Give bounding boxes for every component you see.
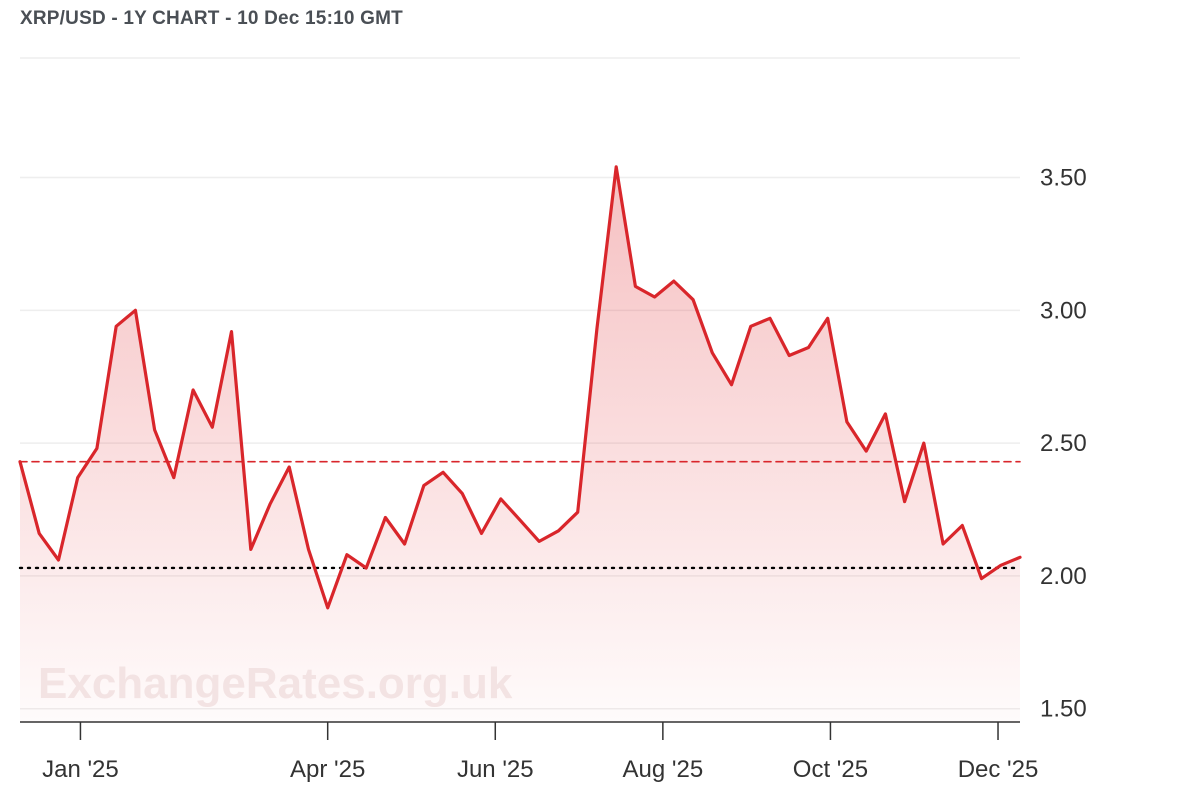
x-axis <box>20 721 1020 740</box>
y-tick-label: 3.00 <box>1040 297 1087 324</box>
chart-title: XRP/USD - 1Y CHART - 10 Dec 15:10 GMT <box>20 8 403 29</box>
y-tick-label: 1.50 <box>1040 696 1087 723</box>
watermark-text: ExchangeRates.org.uk <box>38 659 513 708</box>
x-tick-label: Jun '25 <box>457 756 534 783</box>
x-tick-label: Aug '25 <box>623 756 704 783</box>
y-tick-label: 3.50 <box>1040 165 1087 192</box>
y-tick-label: 2.00 <box>1040 563 1087 590</box>
x-tick-label: Oct '25 <box>793 756 868 783</box>
x-tick-label: Jan '25 <box>42 756 119 783</box>
price-area-fill <box>20 166 1020 722</box>
y-tick-label: 2.50 <box>1040 430 1087 457</box>
x-tick-label: Apr '25 <box>290 756 365 783</box>
x-tick-label: Dec '25 <box>958 756 1039 783</box>
y-axis-labels: 1.50 2.00 2.50 3.00 3.50 <box>1040 165 1087 723</box>
x-axis-labels: Jan '25 Apr '25 Jun '25 Aug '25 Oct '25 Dec '… <box>42 756 1038 783</box>
price-line <box>18 165 1022 610</box>
reference-lines <box>18 460 1022 570</box>
